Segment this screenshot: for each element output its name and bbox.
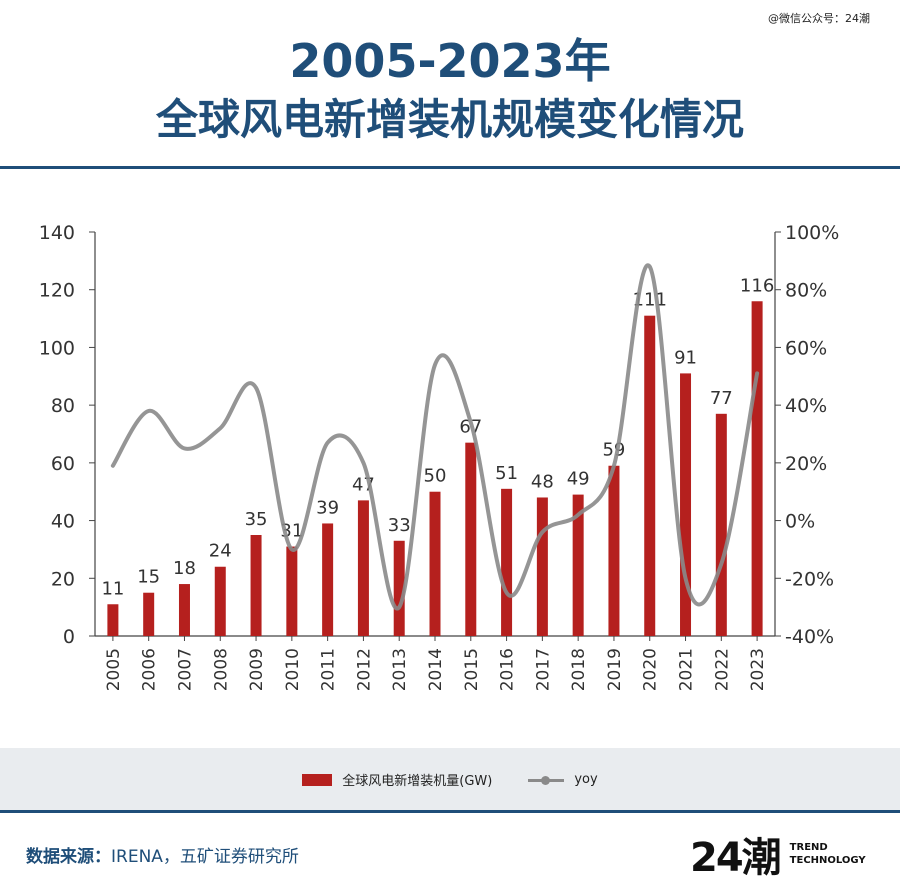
bar xyxy=(751,301,763,636)
source-text: IRENA，五矿证券研究所 xyxy=(111,847,299,867)
x-tick-label: 2021 xyxy=(677,648,697,691)
logo-wordmark: TREND TECHNOLOGY xyxy=(790,841,866,867)
logo-line-2: TECHNOLOGY xyxy=(789,855,866,866)
bar xyxy=(178,584,190,636)
x-tick-label: 2009 xyxy=(247,648,267,691)
left-tick-label: 140 xyxy=(39,222,75,244)
legend-line-swatch xyxy=(528,774,565,786)
title-divider xyxy=(0,166,900,169)
right-tick-label: 100% xyxy=(785,222,839,244)
chart-title: 2005-2023年 全球风电新增装机规模变化情况 xyxy=(0,32,900,150)
bar xyxy=(286,546,298,636)
legend-item-bar: 全球风电新增装机量(GW) xyxy=(302,770,492,789)
bar xyxy=(107,604,119,636)
bar-data-label: 15 xyxy=(137,567,160,588)
source-note: 数据来源：IRENA，五矿证券研究所 xyxy=(26,842,299,867)
bar-data-label: 51 xyxy=(495,463,518,484)
right-tick-label: 40% xyxy=(785,395,827,417)
bar-data-label: 39 xyxy=(316,497,339,518)
x-tick-label: 2014 xyxy=(426,648,446,691)
left-tick-label: 60 xyxy=(51,453,75,475)
bar xyxy=(322,523,334,636)
brand-logo: 24潮 TREND TECHNOLOGY xyxy=(690,825,866,883)
right-tick-label: 60% xyxy=(785,337,827,359)
legend: 全球风电新增装机量(GW) yoy xyxy=(0,770,900,789)
bar xyxy=(680,373,692,636)
logo-line-1: TREND xyxy=(789,842,828,853)
x-tick-label: 2013 xyxy=(390,648,410,691)
left-tick-label: 120 xyxy=(39,280,75,302)
legend-line-label: yoy xyxy=(574,772,598,787)
left-tick-label: 80 xyxy=(51,395,75,417)
bar xyxy=(143,592,155,636)
bar-data-label: 11 xyxy=(101,578,124,599)
watermark-text: @微信公众号：24潮 xyxy=(768,12,870,25)
legend-band xyxy=(0,748,900,810)
title-line-1: 2005-2023年 xyxy=(289,34,611,88)
x-tick-label: 2015 xyxy=(462,648,482,691)
left-tick-label: 0 xyxy=(63,626,75,648)
legend-bar-label: 全球风电新增装机量(GW) xyxy=(342,774,493,789)
x-tick-label: 2022 xyxy=(712,648,732,691)
legend-item-line: yoy xyxy=(528,772,598,787)
bar-data-label: 48 xyxy=(531,471,554,492)
x-tick-label: 2023 xyxy=(748,648,768,691)
bar xyxy=(357,500,369,636)
source-label: 数据来源： xyxy=(26,847,111,867)
bar-data-label: 77 xyxy=(710,388,733,409)
yoy-line xyxy=(110,263,760,611)
bar-data-label: 116 xyxy=(740,275,774,296)
right-tick-label: -40% xyxy=(785,626,834,648)
x-tick-label: 2019 xyxy=(605,648,625,691)
left-tick-label: 100 xyxy=(39,337,75,359)
bar xyxy=(608,465,620,636)
x-tick-label: 2010 xyxy=(283,648,303,691)
x-tick-label: 2006 xyxy=(140,648,160,691)
left-tick-label: 20 xyxy=(51,568,75,590)
x-tick-label: 2012 xyxy=(354,648,374,691)
bar xyxy=(393,540,405,636)
bar xyxy=(715,413,727,636)
bar xyxy=(572,494,584,636)
x-tick-label: 2016 xyxy=(498,648,518,691)
x-tick-label: 2018 xyxy=(569,648,589,691)
bar-data-label: 35 xyxy=(245,509,268,530)
x-tick-label: 2020 xyxy=(641,648,661,691)
bar xyxy=(250,535,262,636)
bar xyxy=(644,315,656,636)
title-line-2: 全球风电新增装机规模变化情况 xyxy=(155,95,744,144)
right-tick-label: -20% xyxy=(785,568,834,590)
bar-data-label: 24 xyxy=(209,541,232,562)
right-tick-label: 80% xyxy=(785,280,827,302)
bar-data-label: 49 xyxy=(567,469,590,490)
x-tick-label: 2005 xyxy=(104,648,124,691)
bar-data-label: 50 xyxy=(424,466,447,487)
x-tick-label: 2008 xyxy=(211,648,231,691)
right-tick-label: 20% xyxy=(785,453,827,475)
x-tick-label: 2017 xyxy=(533,648,553,691)
left-tick-label: 40 xyxy=(51,511,75,533)
bar-data-label: 91 xyxy=(674,347,697,368)
bar-data-label: 18 xyxy=(173,558,196,579)
bar xyxy=(429,491,441,636)
x-tick-label: 2007 xyxy=(175,648,195,691)
legend-bar-swatch xyxy=(302,773,333,786)
bar xyxy=(465,442,477,636)
bar-data-label: 33 xyxy=(388,515,411,536)
chart-canvas: 0 20 40 60 80 100 120 140 -40% -20% 0% 20% 40% 60% 80%… xyxy=(39,222,840,691)
footer-divider xyxy=(0,810,900,813)
bar xyxy=(501,488,513,636)
x-tick-label: 2011 xyxy=(319,648,339,691)
right-tick-label: 0% xyxy=(785,511,815,533)
logo-mark: 24潮 xyxy=(690,835,782,881)
bar xyxy=(536,497,548,636)
bar xyxy=(214,566,226,636)
